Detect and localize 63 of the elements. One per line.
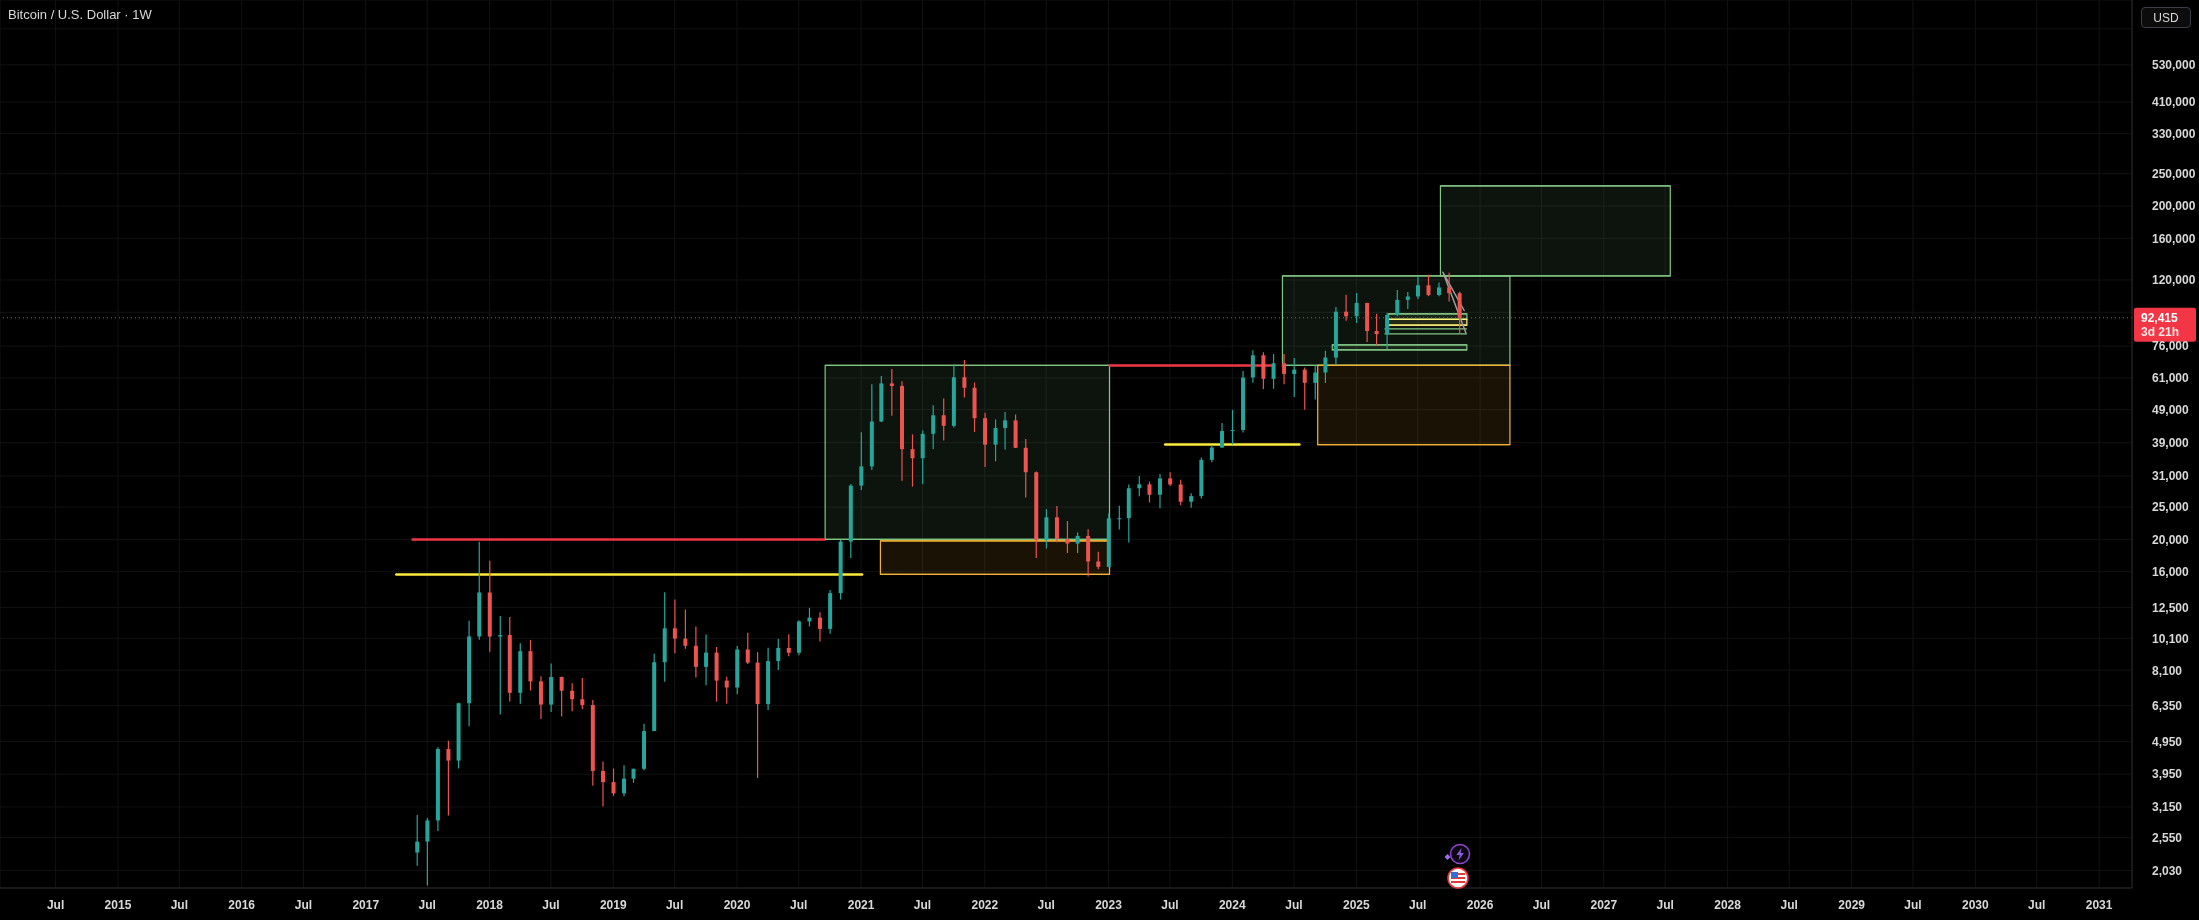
ref-line-label: 92,415 bbox=[2141, 311, 2179, 325]
x-tick-label: Jul bbox=[1285, 897, 1303, 912]
y-tick-label: 10,100 bbox=[2152, 631, 2190, 646]
y-tick-label: 20,000 bbox=[2152, 532, 2190, 547]
x-tick-label: Jul bbox=[542, 897, 560, 912]
x-tick-label: 2019 bbox=[599, 897, 627, 912]
text: 3d 21h bbox=[2141, 325, 2180, 339]
x-tick-label: 2031 bbox=[2085, 897, 2113, 912]
x-tick-label: Jul bbox=[665, 897, 684, 912]
y-tick-label: 31,000 bbox=[2152, 469, 2190, 484]
y-tick-label: 61,000 bbox=[2152, 371, 2190, 386]
y-tick-label: 49,000 bbox=[2152, 402, 2190, 417]
y-tick-label: 530,000 bbox=[2152, 58, 2196, 73]
x-tick-label: Jul bbox=[913, 897, 932, 912]
x-tick-label: 2022 bbox=[971, 897, 999, 912]
currency-button: USD bbox=[2141, 7, 2191, 28]
y-tick-label: 6,350 bbox=[2152, 698, 2183, 713]
x-tick-label: 2030 bbox=[1962, 897, 1990, 912]
y-tick-label: 25,000 bbox=[2152, 500, 2190, 515]
x-tick-label: Jul bbox=[1904, 897, 1922, 912]
x-tick-label: 2023 bbox=[1095, 897, 1123, 912]
y-tick-label: 160,000 bbox=[2152, 231, 2196, 246]
y-tick-label: 250,000 bbox=[2152, 166, 2196, 181]
y-tick-label: 330,000 bbox=[2152, 126, 2196, 141]
text: Bitcoin / U.S. Dollar · 1W bbox=[8, 7, 152, 22]
y-tick-label: 2,550 bbox=[2152, 830, 2183, 845]
y-tick-label: 76,000 bbox=[2152, 339, 2190, 354]
y-tick-label: 16,000 bbox=[2152, 564, 2190, 579]
x-tick-label: 2017 bbox=[352, 897, 380, 912]
x-tick-label: 2020 bbox=[723, 897, 751, 912]
x-tick-label: Jul bbox=[1532, 897, 1551, 912]
y-tick-label: 2,030 bbox=[2152, 863, 2183, 878]
x-tick-label: 2018 bbox=[476, 897, 504, 912]
x-tick-label: 2028 bbox=[1714, 897, 1742, 912]
x-tick-label: Jul bbox=[1037, 897, 1055, 912]
x-tick-label: 2024 bbox=[1218, 897, 1246, 912]
x-tick-label: Jul bbox=[418, 897, 436, 912]
x-tick-label: Jul bbox=[170, 897, 189, 912]
x-tick-label: Jul bbox=[790, 897, 808, 912]
x-tick-label: 2021 bbox=[847, 897, 875, 912]
y-axis-title: USD bbox=[2153, 10, 2179, 25]
x-tick-label: Jul bbox=[46, 897, 65, 912]
y-tick-label: 3,150 bbox=[2152, 800, 2183, 815]
x-tick-label: Jul bbox=[1780, 897, 1798, 912]
y-tick-label: 4,950 bbox=[2152, 734, 2183, 749]
x-tick-label: Jul bbox=[1161, 897, 1179, 912]
x-tick-label: Jul bbox=[294, 897, 313, 912]
x-tick-label: 2027 bbox=[1590, 897, 1618, 912]
x-tick-label: Jul bbox=[1656, 897, 1674, 912]
y-tick-label: 3,950 bbox=[2152, 767, 2183, 782]
x-tick-label: 2029 bbox=[1838, 897, 1866, 912]
x-tick-label: 2026 bbox=[1466, 897, 1494, 912]
y-tick-label: 200,000 bbox=[2152, 199, 2196, 214]
y-tick-label: 410,000 bbox=[2152, 95, 2196, 110]
x-tick-label: 2016 bbox=[228, 897, 256, 912]
y-tick-label: 8,100 bbox=[2152, 663, 2183, 678]
x-tick-label: 2015 bbox=[104, 897, 132, 912]
y-tick-label: 120,000 bbox=[2152, 273, 2196, 288]
x-tick-label: 2025 bbox=[1343, 897, 1371, 912]
y-tick-label: 12,500 bbox=[2152, 600, 2190, 615]
x-tick-label: Jul bbox=[1409, 897, 1427, 912]
y-tick-label: 39,000 bbox=[2152, 435, 2190, 450]
x-tick-label: Jul bbox=[2028, 897, 2046, 912]
